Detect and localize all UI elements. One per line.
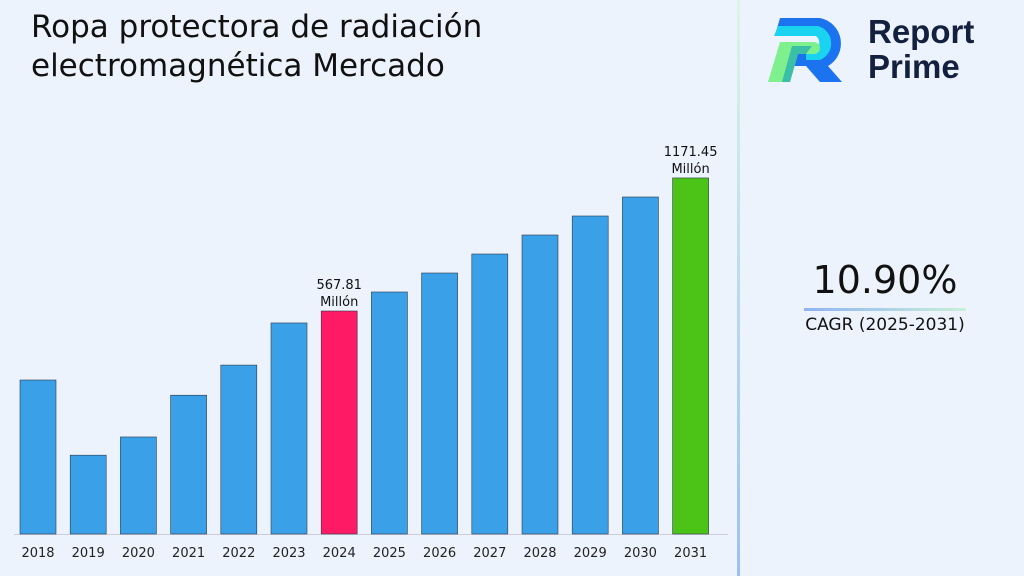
cagr-underline xyxy=(804,308,966,311)
data-label-value: 1171.45 xyxy=(664,145,718,160)
data-label-unit: Millón xyxy=(671,162,709,177)
bar-chart: 2018 2019 2020 2021 2022 2023 2024 2025 2026 2027… xyxy=(14,145,728,561)
bar-2025 xyxy=(371,291,408,535)
data-label-value: 567.81 xyxy=(316,278,362,293)
x-tick-label: 2030 xyxy=(624,546,657,561)
data-label-unit: Millón xyxy=(320,295,358,310)
x-tick-label: 2028 xyxy=(523,546,556,561)
x-tick-label: 2021 xyxy=(172,546,205,561)
x-tick-label: 2018 xyxy=(21,546,54,561)
cagr-panel: 10.90% CAGR (2025-2031) xyxy=(790,258,980,335)
x-tick-label: 2029 xyxy=(574,546,607,561)
x-tick-label: 2027 xyxy=(473,546,506,561)
x-tick-label: 2024 xyxy=(323,546,356,561)
bar-2022 xyxy=(220,364,258,535)
bar-2019 xyxy=(69,454,107,535)
divider xyxy=(737,0,740,576)
bar-2023 xyxy=(270,322,308,535)
x-tick-label: 2023 xyxy=(272,546,305,561)
bar-2024 xyxy=(320,310,358,535)
bar-2020 xyxy=(120,436,157,535)
x-tick-label: 2019 xyxy=(72,546,105,561)
bar-2027 xyxy=(471,253,509,535)
logo-mark-icon xyxy=(768,18,842,82)
bar-2021 xyxy=(170,394,207,535)
logo-text-report: Report xyxy=(868,13,975,50)
cagr-label: CAGR (2025-2031) xyxy=(805,315,965,335)
logo-text-prime: Prime xyxy=(868,48,960,85)
bar-2018 xyxy=(19,379,57,535)
chart-title: Ropa protectora de radiación electromagn… xyxy=(31,9,483,84)
bar-2031 xyxy=(672,177,709,535)
bar-2030 xyxy=(622,196,659,535)
bar-2028 xyxy=(521,234,559,535)
x-tick-label: 2022 xyxy=(222,546,255,561)
x-tick-label: 2031 xyxy=(674,546,707,561)
bar-2026 xyxy=(421,272,458,535)
report-prime-logo: Report Prime xyxy=(768,14,974,84)
x-tick-label: 2020 xyxy=(122,546,155,561)
cagr-value: 10.90% xyxy=(812,258,958,302)
bar-2029 xyxy=(571,215,609,535)
x-tick-label: 2026 xyxy=(423,546,456,561)
x-tick-label: 2025 xyxy=(373,546,406,561)
